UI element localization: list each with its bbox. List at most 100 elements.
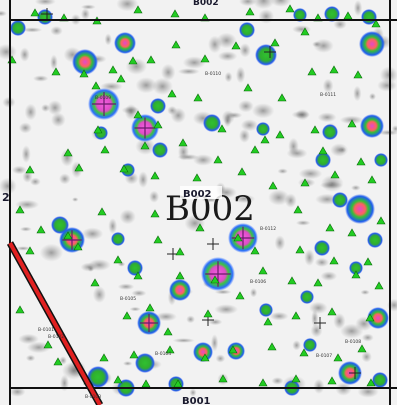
well-marker-icon[interactable]: [235, 291, 245, 300]
well-marker-icon[interactable]: [263, 317, 273, 326]
well-marker-icon[interactable]: [91, 81, 101, 90]
well-marker-icon[interactable]: [329, 65, 339, 74]
well-marker-icon[interactable]: [153, 235, 163, 244]
well-marker-icon[interactable]: [228, 345, 238, 354]
well-marker-icon[interactable]: [165, 345, 175, 354]
well-marker-icon[interactable]: [63, 148, 73, 157]
well-marker-icon[interactable]: [353, 70, 363, 79]
well-marker-icon[interactable]: [363, 257, 373, 266]
well-marker-icon[interactable]: [30, 8, 40, 17]
well-marker-icon[interactable]: [133, 110, 143, 119]
well-marker-icon[interactable]: [43, 340, 53, 349]
well-marker-icon[interactable]: [122, 311, 132, 320]
well-marker-icon[interactable]: [171, 40, 181, 49]
well-marker-icon[interactable]: [175, 247, 185, 256]
well-marker-icon[interactable]: [330, 170, 340, 179]
well-marker-icon[interactable]: [291, 374, 301, 383]
well-marker-icon[interactable]: [310, 125, 320, 134]
well-marker-icon[interactable]: [327, 307, 337, 316]
well-marker-icon[interactable]: [178, 138, 188, 147]
well-marker-icon[interactable]: [90, 278, 100, 287]
well-marker-icon[interactable]: [291, 311, 301, 320]
well-marker-icon[interactable]: [275, 130, 285, 139]
well-marker-icon[interactable]: [133, 271, 143, 280]
well-marker-icon[interactable]: [97, 207, 107, 216]
well-marker-icon[interactable]: [313, 278, 323, 287]
well-marker-icon[interactable]: [343, 11, 353, 20]
well-marker-icon[interactable]: [231, 41, 241, 50]
well-marker-icon[interactable]: [113, 375, 123, 384]
well-marker-icon[interactable]: [367, 175, 377, 184]
well-marker-icon[interactable]: [210, 275, 220, 284]
well-marker-icon[interactable]: [260, 135, 270, 144]
well-marker-icon[interactable]: [295, 245, 305, 254]
well-marker-icon[interactable]: [250, 145, 260, 154]
well-marker-icon[interactable]: [73, 242, 83, 251]
well-marker-icon[interactable]: [200, 54, 210, 63]
well-marker-icon[interactable]: [119, 164, 129, 173]
well-marker-icon[interactable]: [100, 145, 110, 154]
well-marker-icon[interactable]: [93, 125, 103, 134]
well-marker-icon[interactable]: [116, 74, 126, 83]
well-marker-icon[interactable]: [277, 93, 287, 102]
well-marker-icon[interactable]: [53, 357, 63, 366]
well-marker-icon[interactable]: [327, 376, 337, 385]
well-marker-icon[interactable]: [351, 270, 361, 279]
well-marker-icon[interactable]: [74, 163, 84, 172]
well-marker-icon[interactable]: [371, 19, 381, 28]
well-marker-icon[interactable]: [25, 165, 35, 174]
well-marker-icon[interactable]: [129, 350, 139, 359]
well-marker-icon[interactable]: [145, 303, 155, 312]
well-marker-icon[interactable]: [15, 305, 25, 314]
well-marker-icon[interactable]: [268, 181, 278, 190]
well-marker-icon[interactable]: [150, 209, 160, 218]
well-marker-icon[interactable]: [366, 378, 376, 387]
well-marker-icon[interactable]: [99, 353, 109, 362]
well-marker-icon[interactable]: [195, 223, 205, 232]
well-marker-icon[interactable]: [365, 313, 375, 322]
well-marker-icon[interactable]: [357, 344, 367, 353]
well-marker-icon[interactable]: [233, 233, 243, 242]
well-marker-icon[interactable]: [167, 89, 177, 98]
well-marker-icon[interactable]: [287, 276, 297, 285]
well-marker-icon[interactable]: [193, 93, 203, 102]
well-marker-icon[interactable]: [203, 309, 213, 318]
block-label-bottom[interactable]: B001: [182, 396, 211, 405]
well-marker-icon[interactable]: [113, 255, 123, 264]
well-marker-icon[interactable]: [79, 69, 89, 78]
well-marker-icon[interactable]: [200, 353, 210, 362]
well-marker-icon[interactable]: [325, 223, 335, 232]
well-marker-icon[interactable]: [300, 178, 310, 187]
well-marker-icon[interactable]: [356, 157, 366, 166]
well-marker-icon[interactable]: [25, 246, 35, 255]
well-marker-icon[interactable]: [258, 266, 268, 275]
well-marker-icon[interactable]: [213, 155, 223, 164]
well-marker-icon[interactable]: [329, 256, 339, 265]
well-marker-icon[interactable]: [192, 173, 202, 182]
well-marker-icon[interactable]: [374, 281, 384, 290]
well-marker-icon[interactable]: [170, 9, 180, 18]
well-marker-icon[interactable]: [299, 348, 309, 357]
well-marker-icon[interactable]: [376, 216, 386, 225]
block-label-top[interactable]: B002: [193, 0, 219, 8]
well-marker-icon[interactable]: [36, 225, 46, 234]
well-marker-icon[interactable]: [163, 327, 173, 336]
well-marker-icon[interactable]: [108, 65, 118, 74]
well-marker-icon[interactable]: [217, 124, 227, 133]
block-label-small[interactable]: B002: [183, 189, 212, 200]
well-marker-icon[interactable]: [285, 4, 295, 13]
well-marker-icon[interactable]: [15, 205, 25, 214]
well-marker-icon[interactable]: [128, 56, 138, 65]
well-marker-icon[interactable]: [267, 342, 277, 351]
well-marker-icon[interactable]: [250, 246, 260, 255]
well-marker-icon[interactable]: [141, 379, 151, 388]
well-marker-icon[interactable]: [218, 374, 228, 383]
well-marker-icon[interactable]: [270, 38, 280, 47]
well-marker-icon[interactable]: [243, 83, 253, 92]
block-label-left[interactable]: 2: [2, 191, 10, 204]
well-marker-icon[interactable]: [307, 67, 317, 76]
well-marker-icon[interactable]: [300, 27, 310, 36]
well-marker-icon[interactable]: [347, 119, 357, 128]
well-marker-icon[interactable]: [258, 378, 268, 387]
